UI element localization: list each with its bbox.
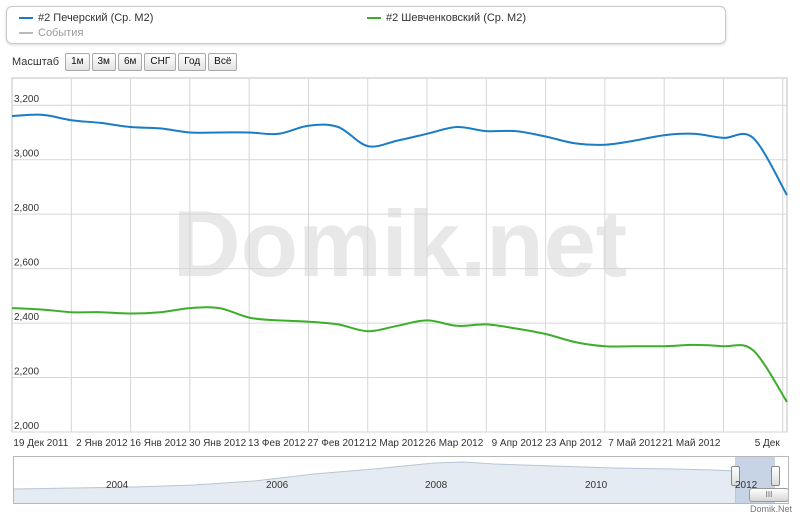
navigator-right-handle[interactable] [771, 466, 780, 486]
chart-legend: #2 Печерский (Ср. М2) События #2 Шевченк… [6, 6, 726, 44]
legend-swatch-green [367, 17, 381, 20]
credit-label[interactable]: Domik.Net [749, 504, 792, 514]
navigator-left-handle[interactable] [731, 466, 740, 486]
zoom-button-3m[interactable]: 3м [91, 53, 116, 71]
legend-label: #2 Печерский (Ср. М2) [38, 12, 154, 24]
x-tick-label: 16 Янв 2012 [130, 438, 187, 449]
x-tick-label: 2 Янв 2012 [76, 438, 128, 449]
zoom-toolbar: Масштаб 1м 3м 6м СНГ Год Всё [12, 52, 239, 72]
legend-label: События [38, 27, 84, 39]
legend-item-pechersky[interactable]: #2 Печерский (Ср. М2) [19, 12, 153, 25]
navigator-series [14, 461, 737, 503]
zoom-label: Масштаб [12, 56, 60, 68]
zoom-button-1m[interactable]: 1м [65, 53, 90, 71]
y-tick-label: 2,400 [14, 312, 39, 323]
legend-item-events[interactable]: События [19, 27, 83, 40]
watermark: Domik.net [173, 191, 627, 296]
y-tick-label: 3,000 [14, 149, 39, 160]
navigator-year: 2004 [106, 480, 129, 491]
navigator[interactable]: 2004 2006 2008 2010 2012 III [13, 456, 789, 504]
x-tick-label: 30 Янв 2012 [189, 438, 246, 449]
x-tick-label: 21 Май 2012 [662, 438, 721, 449]
y-tick-label: 2,800 [14, 203, 39, 214]
x-tick-label: 26 Мар 2012 [425, 438, 484, 449]
x-tick-label: 13 Фев 2012 [248, 438, 306, 449]
series-line-shevchenkovsky [11, 306, 788, 403]
y-tick-label: 2,200 [14, 367, 39, 378]
legend-swatch-blue [19, 17, 33, 20]
navigator-year: 2008 [425, 480, 448, 491]
navigator-year: 2012 [735, 480, 758, 491]
navigator-year: 2010 [585, 480, 608, 491]
x-tick-label: 23 Апр 2012 [545, 438, 602, 449]
series-line-pechersky [11, 113, 788, 196]
x-tick-label: 5 Дек [755, 438, 781, 449]
zoom-button-ytd[interactable]: СНГ [144, 53, 177, 71]
y-tick-label: 2,000 [14, 421, 39, 432]
zoom-button-6m[interactable]: 6м [117, 53, 143, 71]
x-tick-label: 9 Апр 2012 [492, 438, 543, 449]
legend-item-shevchenkovsky[interactable]: #2 Шевченковский (Ср. М2) [367, 12, 526, 25]
y-tick-label: 2,600 [14, 258, 39, 269]
x-tick-label: 19 Дек 2011 [13, 438, 68, 449]
x-tick-label: 12 Мар 2012 [366, 438, 425, 449]
zoom-button-all[interactable]: Всё [208, 53, 238, 71]
y-tick-label: 3,200 [14, 94, 39, 105]
x-tick-label: 7 Май 2012 [608, 438, 661, 449]
navigator-year: 2006 [266, 480, 289, 491]
legend-label: #2 Шевченковский (Ср. М2) [386, 12, 526, 24]
navigator-scrollbar[interactable]: III [749, 488, 788, 502]
x-tick-label: 27 Фев 2012 [307, 438, 365, 449]
zoom-button-year[interactable]: Год [178, 53, 207, 71]
line-chart: Domik.net 2,000 2,200 2,400 2,600 2,800 3,000 3… [11, 77, 788, 449]
legend-swatch-grey [19, 32, 33, 35]
